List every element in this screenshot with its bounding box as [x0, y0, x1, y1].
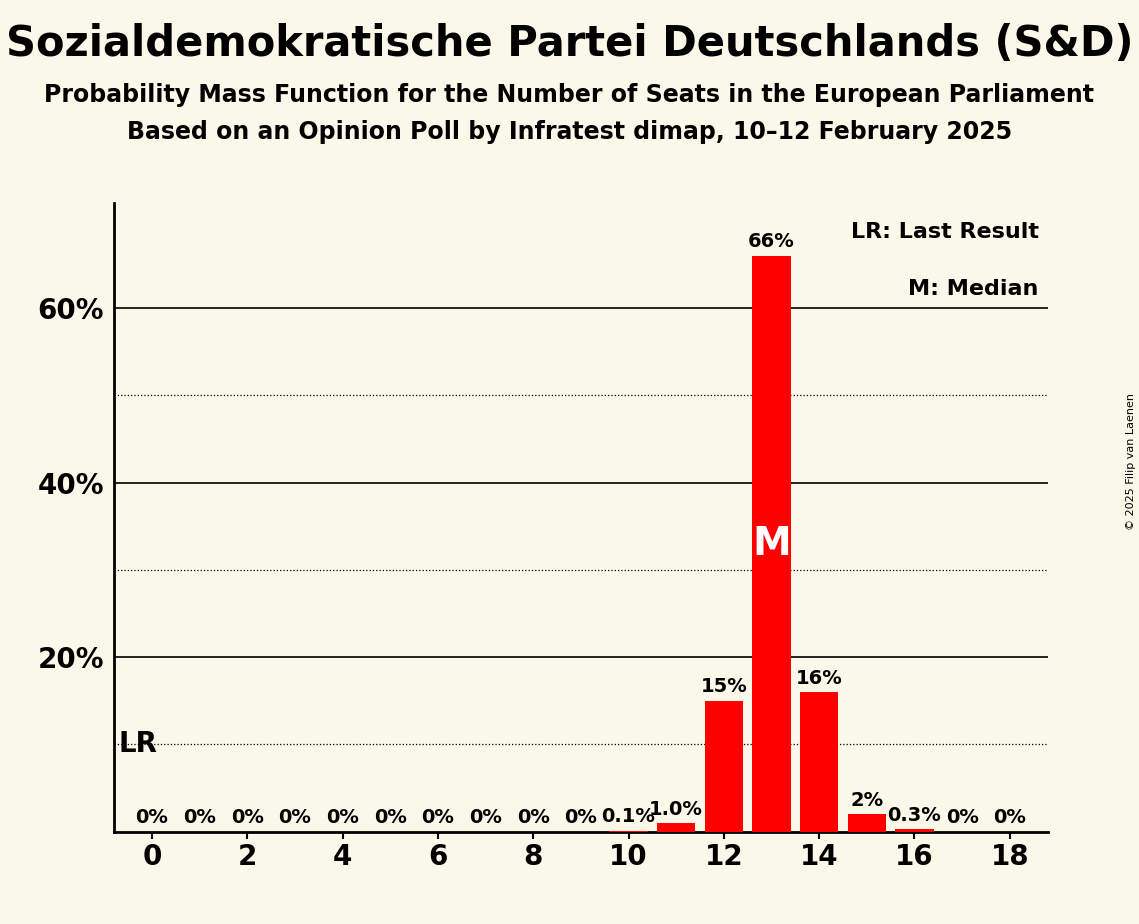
Text: 0%: 0% [231, 808, 264, 827]
Text: 0%: 0% [945, 808, 978, 827]
Text: 0%: 0% [136, 808, 169, 827]
Text: 0%: 0% [517, 808, 550, 827]
Bar [847, 814, 886, 832]
Text: 2%: 2% [850, 791, 884, 809]
Text: M: M [752, 525, 790, 563]
Text: 0%: 0% [421, 808, 454, 827]
Text: 0.1%: 0.1% [601, 808, 655, 826]
Text: 15%: 15% [700, 677, 747, 697]
Text: 66%: 66% [748, 232, 795, 251]
Text: 0.3%: 0.3% [887, 806, 941, 824]
Text: 0%: 0% [469, 808, 502, 827]
Bar [657, 823, 695, 832]
Text: 0%: 0% [565, 808, 597, 827]
Text: 0%: 0% [374, 808, 407, 827]
Text: LR: Last Result: LR: Last Result [851, 222, 1039, 242]
Text: LR: LR [118, 730, 157, 759]
Text: 1.0%: 1.0% [649, 799, 703, 819]
Text: 0%: 0% [183, 808, 216, 827]
Text: 0%: 0% [326, 808, 359, 827]
Text: Probability Mass Function for the Number of Seats in the European Parliament: Probability Mass Function for the Number… [44, 83, 1095, 107]
Bar [705, 700, 743, 832]
Text: 0%: 0% [279, 808, 311, 827]
Text: © 2025 Filip van Laenen: © 2025 Filip van Laenen [1125, 394, 1136, 530]
Text: M: Median: M: Median [908, 279, 1039, 298]
Bar [753, 256, 790, 832]
Bar [895, 829, 934, 832]
Bar [800, 692, 838, 832]
Text: 0%: 0% [993, 808, 1026, 827]
Text: Based on an Opinion Poll by Infratest dimap, 10–12 February 2025: Based on an Opinion Poll by Infratest di… [126, 120, 1013, 144]
Text: 16%: 16% [796, 669, 843, 687]
Text: Sozialdemokratische Partei Deutschlands (S&D): Sozialdemokratische Partei Deutschlands … [6, 23, 1133, 65]
